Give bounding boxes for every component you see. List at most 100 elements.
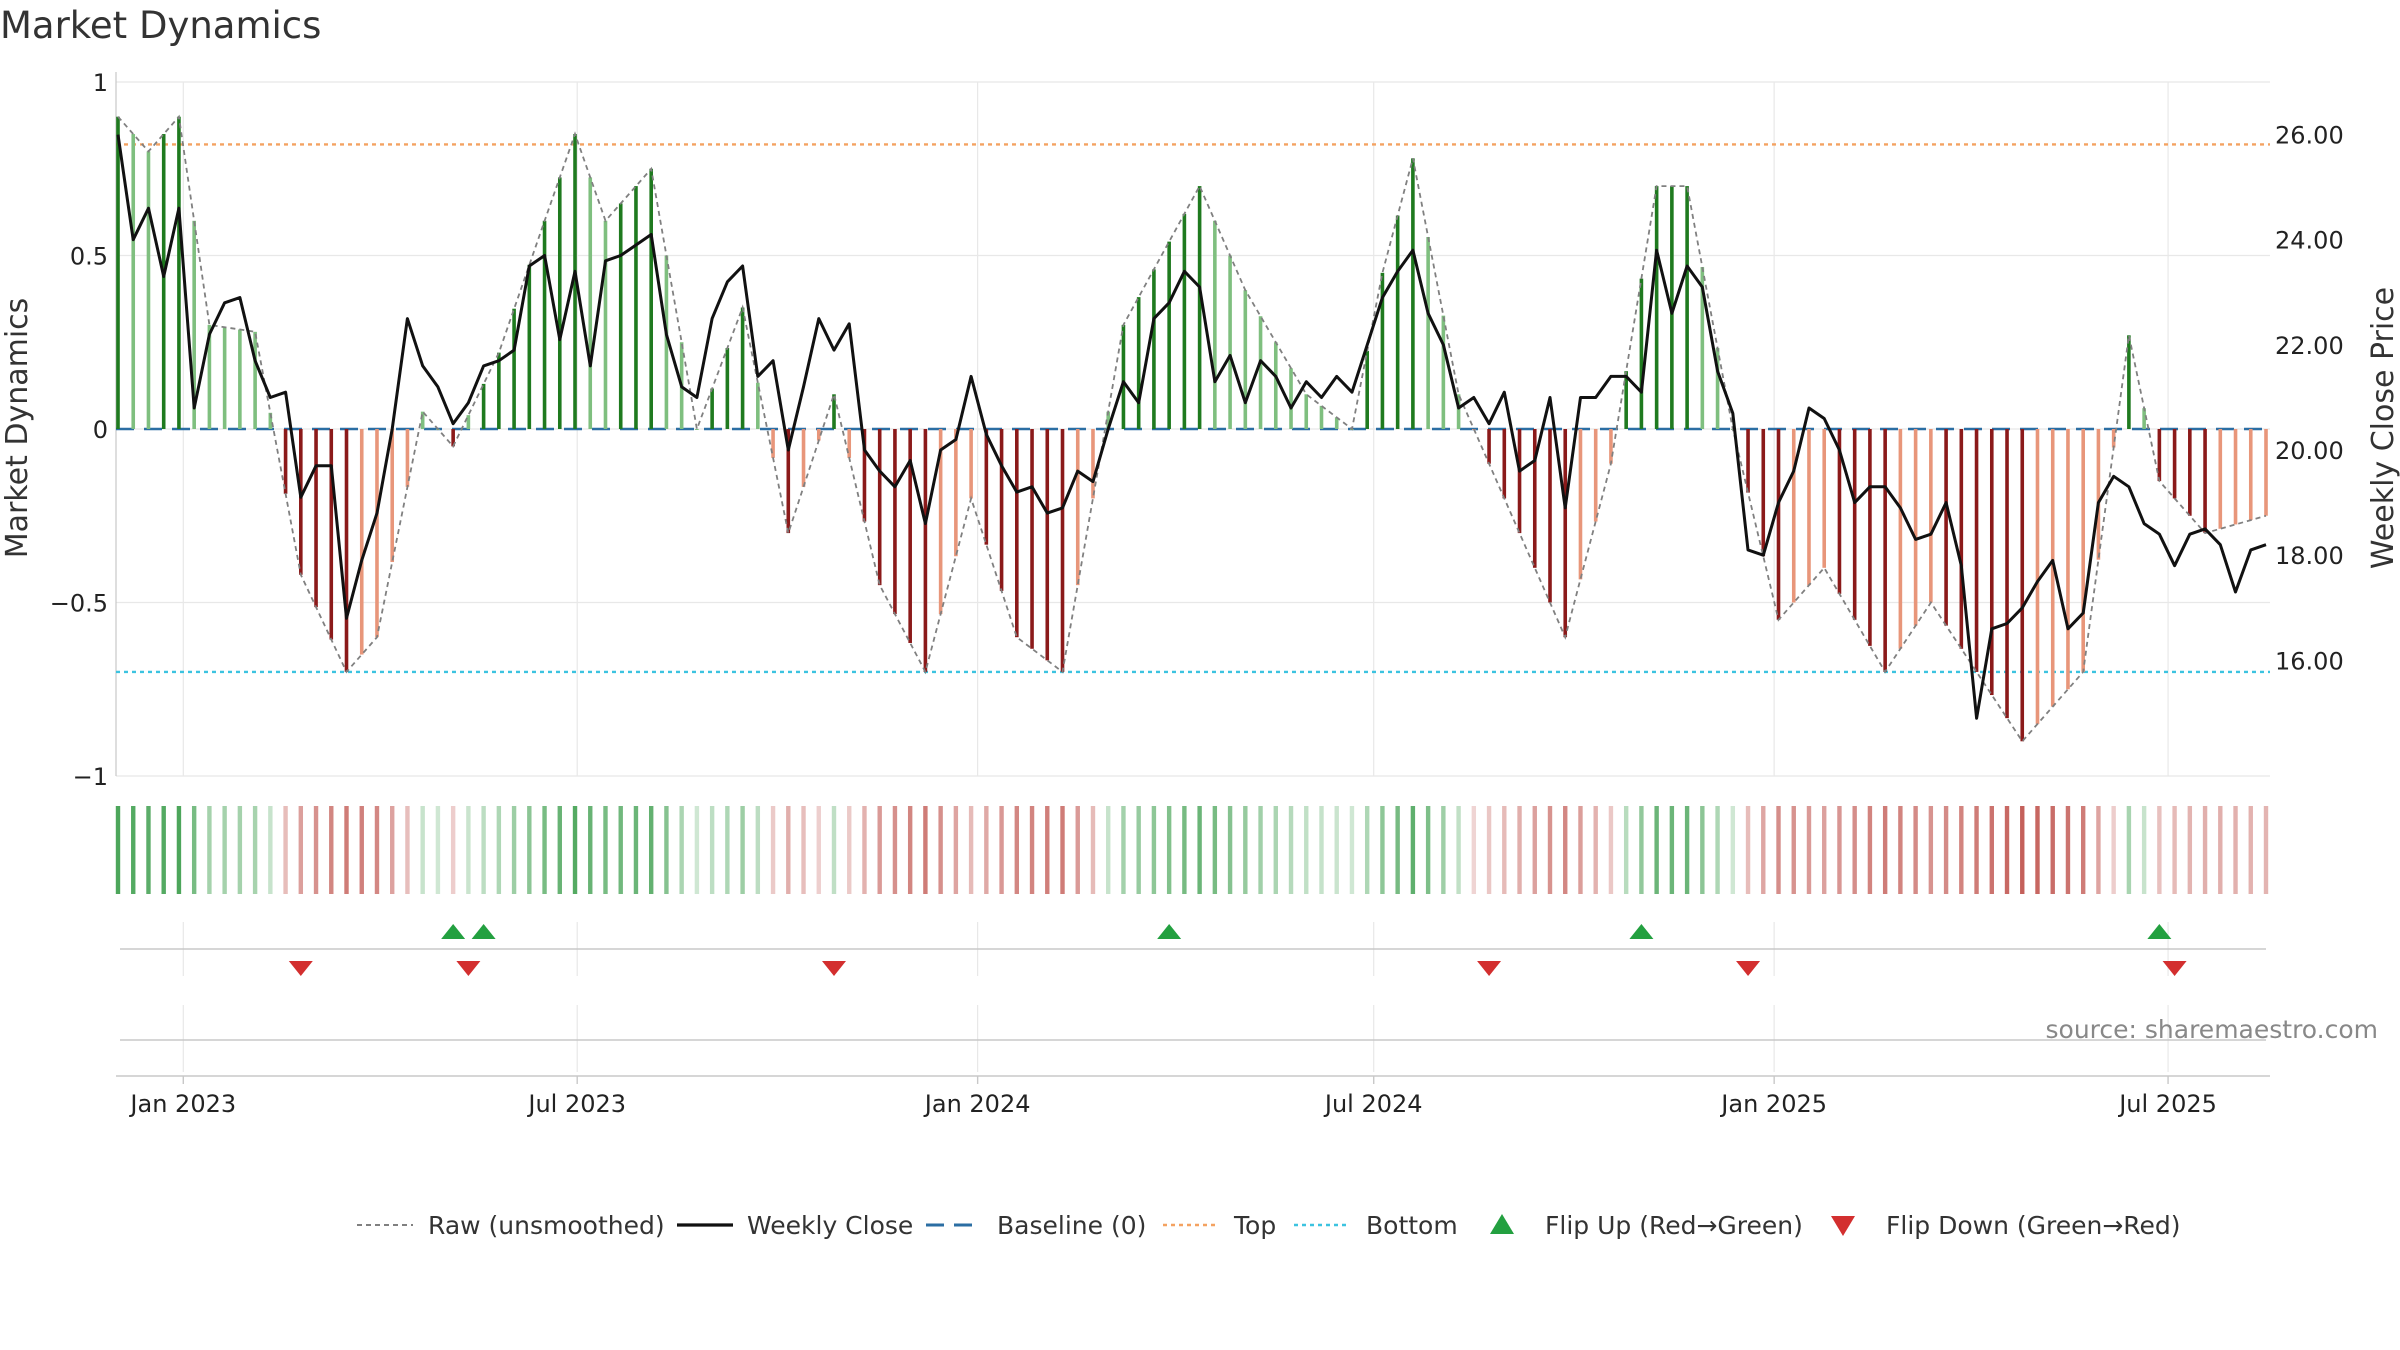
strip-bar: [1959, 806, 1964, 894]
strip-bar: [1425, 806, 1431, 894]
dynamics-bar: [1791, 429, 1796, 603]
dynamics-bar: [588, 177, 593, 429]
strip-bar: [999, 806, 1004, 894]
strip-bar: [1913, 806, 1918, 894]
strip-bar: [161, 806, 166, 894]
dynamics-bar: [359, 429, 364, 655]
strip-bar: [2004, 806, 2010, 894]
dynamics-bar: [329, 429, 334, 640]
legend: Raw (unsmoothed) Weekly Close Baseline (0)…: [357, 1211, 2181, 1240]
strip-bar: [2141, 806, 2147, 894]
dynamics-bar: [2218, 429, 2223, 529]
left-axis-ticks: 1 0.5 0 −0.5 −1: [50, 69, 108, 791]
strip-bar: [420, 806, 425, 894]
weekly-close-series: [116, 134, 2267, 720]
strip-bar: [2065, 806, 2071, 894]
dynamics-bar: [1258, 316, 1263, 429]
strip-bar: [847, 806, 852, 894]
strip-bar: [2248, 806, 2253, 894]
strip-bar: [588, 806, 593, 894]
strip-bar: [1684, 806, 1690, 894]
flip-markers-panel: [120, 922, 2266, 976]
right-tick-label: 22.00: [2275, 332, 2344, 360]
strip-bar: [1639, 806, 1644, 894]
dynamics-bar: [1898, 429, 1903, 649]
strip-bar: [694, 806, 700, 894]
strip-bar: [511, 806, 517, 894]
strip-bar: [755, 806, 761, 894]
strip-bar: [1014, 806, 1020, 894]
dynamics-bar: [192, 220, 196, 429]
dynamics-bar: [1883, 429, 1887, 672]
strip-bar: [527, 806, 532, 894]
strip-bar: [1547, 806, 1553, 894]
dynamics-bar: [999, 429, 1004, 591]
flip-up-marker: [2147, 924, 2172, 939]
source-note: source: sharemaestro.com: [2046, 1015, 2379, 1044]
dynamics-bar: [1700, 267, 1705, 429]
strip-bar: [786, 806, 791, 894]
dynamics-bar: [664, 255, 669, 429]
left-tick-label: −1: [73, 763, 108, 791]
strip-bar: [618, 806, 623, 894]
dynamics-bar: [1015, 429, 1019, 638]
strip-bar: [466, 806, 471, 894]
strip-bar: [450, 806, 456, 894]
strip-bar: [1822, 806, 1827, 894]
x-tick-label: Jul 2023: [526, 1090, 626, 1118]
dynamics-bar: [405, 429, 410, 487]
dynamics-bar: [1548, 429, 1552, 603]
strip-bar: [877, 806, 882, 894]
dynamics-bar: [1197, 186, 1202, 429]
dynamics-bar: [1517, 429, 1522, 534]
dynamics-bar: [1532, 429, 1537, 568]
strip-bar: [1227, 806, 1233, 894]
x-tick-label: Jul 2024: [1323, 1090, 1423, 1118]
strip-bar: [953, 806, 959, 894]
strip-bar: [191, 806, 197, 894]
dynamics-bar: [1593, 429, 1598, 522]
dynamics-bar: [146, 151, 151, 429]
strip-bar: [1806, 806, 1812, 894]
strip-bar: [1106, 806, 1111, 894]
strip-bar: [1197, 806, 1202, 894]
dynamics-bar: [1273, 342, 1278, 429]
dynamics-bar: [725, 348, 730, 429]
strip-bar: [557, 806, 562, 894]
dynamics-bar: [603, 220, 608, 429]
legend-label-flipup: Flip Up (Red→Green): [1545, 1211, 1803, 1240]
strip-bar: [2111, 806, 2116, 894]
dynamics-bar: [2111, 429, 2116, 448]
dynamics-bar: [2157, 429, 2162, 482]
x-axis-ticks: Jan 2023 Jul 2023 Jan 2024 Jul 2024 Jan 2025…: [128, 1076, 2217, 1118]
strip-bar: [1090, 806, 1096, 894]
strip-bar: [1349, 806, 1355, 894]
strip-bar: [1182, 806, 1187, 894]
strip-bar: [2096, 806, 2101, 894]
strip-bar: [2050, 806, 2055, 894]
strip-bar: [1075, 806, 1080, 894]
strip-bar: [603, 806, 608, 894]
dynamics-bar: [1334, 417, 1339, 429]
strip-bar: [542, 806, 547, 894]
dynamics-bar: [1487, 429, 1491, 464]
dynamics-bar: [2035, 429, 2040, 724]
strip-bar: [1532, 806, 1537, 894]
strip-bar: [329, 806, 334, 894]
dynamics-bar: [116, 116, 120, 429]
strip-bar: [2172, 806, 2177, 894]
dynamics-bar: [2233, 429, 2238, 525]
dynamics-bar: [466, 415, 471, 429]
dynamics-bar: [908, 429, 912, 643]
strip-bar: [344, 806, 349, 894]
dynamics-bar: [740, 307, 745, 429]
dynamics-bar: [2081, 429, 2085, 672]
flip-up-marker: [1157, 924, 1182, 939]
dynamics-bar: [1075, 429, 1080, 586]
strip-bar: [1928, 806, 1934, 894]
dynamics-bar: [1456, 394, 1461, 429]
dynamics-bar: [542, 220, 547, 429]
dynamics-bar: [862, 429, 867, 522]
strip-bar: [2233, 806, 2238, 894]
strip-bar: [1669, 806, 1675, 894]
